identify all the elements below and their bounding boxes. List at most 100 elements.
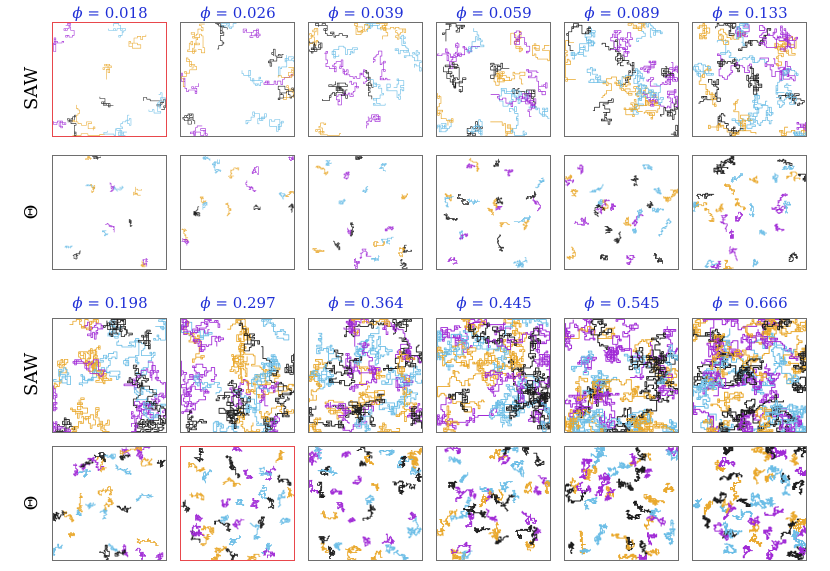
phi-label: ϕ = 0.666 — [712, 294, 788, 312]
polymer-chain — [385, 544, 396, 554]
polymer-chain — [241, 70, 263, 86]
polymer-chain — [136, 538, 159, 546]
polymer-chain — [142, 258, 149, 267]
polymer-chain — [780, 518, 800, 540]
polymer-chain — [525, 190, 537, 200]
polymer-chain — [746, 100, 768, 129]
polymer-chain — [212, 159, 220, 167]
polymer-chain — [502, 447, 511, 456]
configuration-panel — [180, 155, 295, 270]
polymer-chain — [313, 447, 323, 460]
polymer-chain — [513, 215, 531, 223]
polymer-chain — [104, 453, 116, 460]
polymer-chain — [257, 484, 267, 500]
polymer-chain — [455, 486, 465, 502]
polymer-chain — [412, 447, 422, 455]
polymer-chain — [709, 371, 781, 390]
polymer-chain — [69, 319, 99, 331]
polymer-chain — [708, 123, 757, 136]
configuration-panel — [52, 155, 167, 270]
polymer-chain — [63, 510, 75, 523]
polymer-chain — [582, 371, 609, 396]
polymer-chain — [774, 223, 785, 232]
polymer-chain — [728, 156, 736, 166]
polymer-chain — [783, 200, 792, 214]
polymer-chain — [636, 208, 643, 221]
polymer-chain — [566, 246, 576, 260]
configuration-panel — [692, 155, 807, 270]
polymer-chain — [486, 207, 494, 216]
polymer-chain — [229, 379, 251, 407]
polymer-chain — [516, 355, 550, 387]
polymer-chain — [358, 326, 380, 358]
polymer-chain — [398, 484, 406, 496]
polymer-chain — [642, 420, 676, 432]
polymer-chain — [466, 119, 483, 136]
polymer-chain — [102, 63, 112, 80]
polymer-chain — [585, 468, 593, 481]
polymer-chain — [644, 548, 661, 557]
polymer-chain — [775, 68, 799, 95]
polymer-chain — [509, 106, 527, 136]
polymer-chain — [704, 207, 715, 222]
polymer-chain — [752, 258, 759, 268]
polymer-chain — [492, 522, 502, 541]
polymer-chain — [258, 466, 272, 476]
polymer-chain — [85, 502, 96, 510]
polymer-chain — [260, 542, 272, 555]
polymer-chain — [220, 498, 231, 508]
polymer-chain — [188, 462, 206, 473]
polymer-chain — [444, 193, 452, 202]
polymer-chain — [693, 201, 700, 212]
polymer-chain — [262, 548, 275, 559]
polymer-chain — [522, 447, 530, 456]
polymer-chain — [224, 548, 238, 560]
polymer-chain — [128, 219, 133, 227]
polymer-chain — [610, 203, 616, 212]
polymer-chain — [468, 322, 493, 344]
polymer-configuration — [181, 319, 294, 432]
polymer-chain — [693, 62, 714, 78]
polymer-chain — [618, 68, 645, 88]
polymer-chain — [181, 72, 199, 94]
polymer-chain — [492, 326, 517, 347]
polymer-chain — [353, 339, 369, 366]
polymer-chain — [670, 124, 678, 136]
polymer-chain — [586, 67, 607, 84]
polymer-chain — [343, 319, 364, 337]
polymer-chain — [95, 407, 110, 432]
row-label-saw: SAW — [21, 352, 42, 396]
polymer-chain — [715, 23, 737, 36]
polymer-chain — [362, 504, 376, 521]
polymer-chain — [522, 219, 530, 231]
polymer-chain — [623, 99, 643, 117]
polymer-chain — [464, 488, 477, 500]
polymer-chain — [670, 188, 678, 198]
polymer-chain — [189, 492, 205, 501]
polymer-chain — [78, 367, 121, 387]
polymer-chain — [734, 198, 746, 211]
polymer-chain — [724, 183, 735, 196]
configuration-panel — [52, 318, 167, 433]
polymer-chain — [498, 454, 511, 466]
polymer-chain — [343, 171, 350, 180]
polymer-chain — [373, 50, 391, 81]
polymer-chain — [225, 202, 232, 217]
polymer-chain — [333, 240, 341, 251]
polymer-chain — [346, 341, 377, 381]
polymer-chain — [636, 77, 654, 101]
polymer-chain — [381, 533, 395, 545]
polymer-chain — [535, 177, 545, 189]
polymer-chain — [637, 100, 660, 120]
polymer-chain — [232, 518, 245, 530]
polymer-chain — [797, 173, 806, 182]
polymer-chain — [381, 366, 408, 385]
polymer-chain — [593, 204, 605, 218]
polymer-chain — [620, 60, 636, 87]
polymer-chain — [793, 131, 806, 136]
polymer-chain — [710, 391, 744, 412]
polymer-chain — [524, 380, 547, 412]
polymer-chain — [381, 236, 394, 245]
polymer-configuration — [309, 23, 422, 136]
polymer-chain — [604, 487, 616, 502]
